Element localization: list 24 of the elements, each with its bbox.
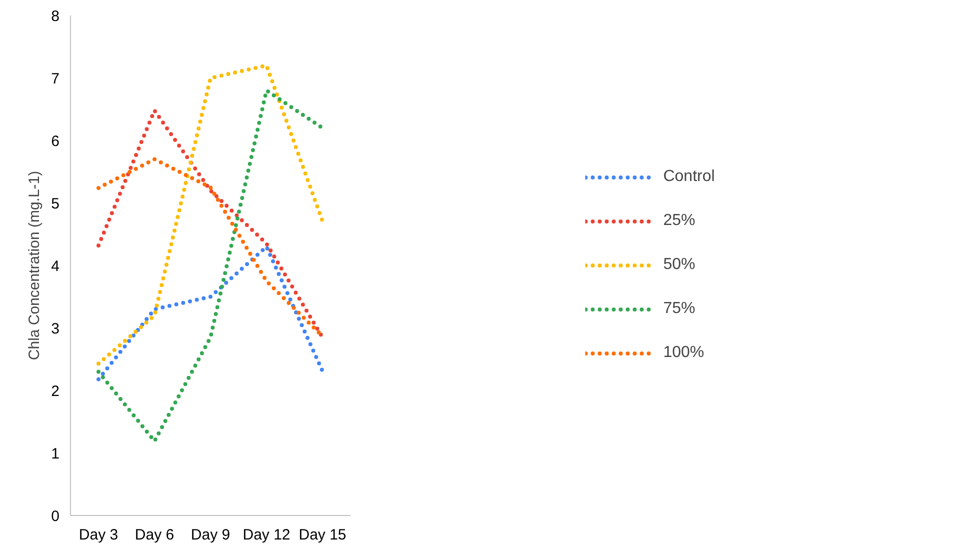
legend-label: 25% xyxy=(663,212,696,230)
x-tick-label: Day 9 xyxy=(190,526,230,544)
line-series xyxy=(96,64,324,366)
x-tick-label: Day 15 xyxy=(298,526,346,544)
x-tick-label: Day 3 xyxy=(78,526,118,544)
legend-label: 100% xyxy=(663,344,704,362)
y-tick-label: 5 xyxy=(51,196,60,212)
x-tick-label: Day 6 xyxy=(134,526,174,544)
y-tick-label: 7 xyxy=(51,70,60,88)
line-series xyxy=(96,88,324,444)
line-series xyxy=(96,244,324,382)
y-tick-label: 8 xyxy=(51,8,60,25)
legend-label: 50% xyxy=(663,256,696,274)
x-tick-label: Day 12 xyxy=(242,526,290,544)
y-tick-label: 3 xyxy=(51,320,60,338)
legend-label: 75% xyxy=(663,300,696,318)
y-tick-label: 1 xyxy=(51,446,60,462)
y-tick-label: 2 xyxy=(51,383,60,400)
y-axis-title: Chla Concentration (mg.L-1) xyxy=(26,170,44,360)
legend-label: Control xyxy=(663,168,715,186)
line-series xyxy=(96,108,324,340)
y-tick-label: 0 xyxy=(51,508,60,525)
y-tick-label: 4 xyxy=(51,258,60,275)
y-tick-label: 6 xyxy=(51,133,60,150)
